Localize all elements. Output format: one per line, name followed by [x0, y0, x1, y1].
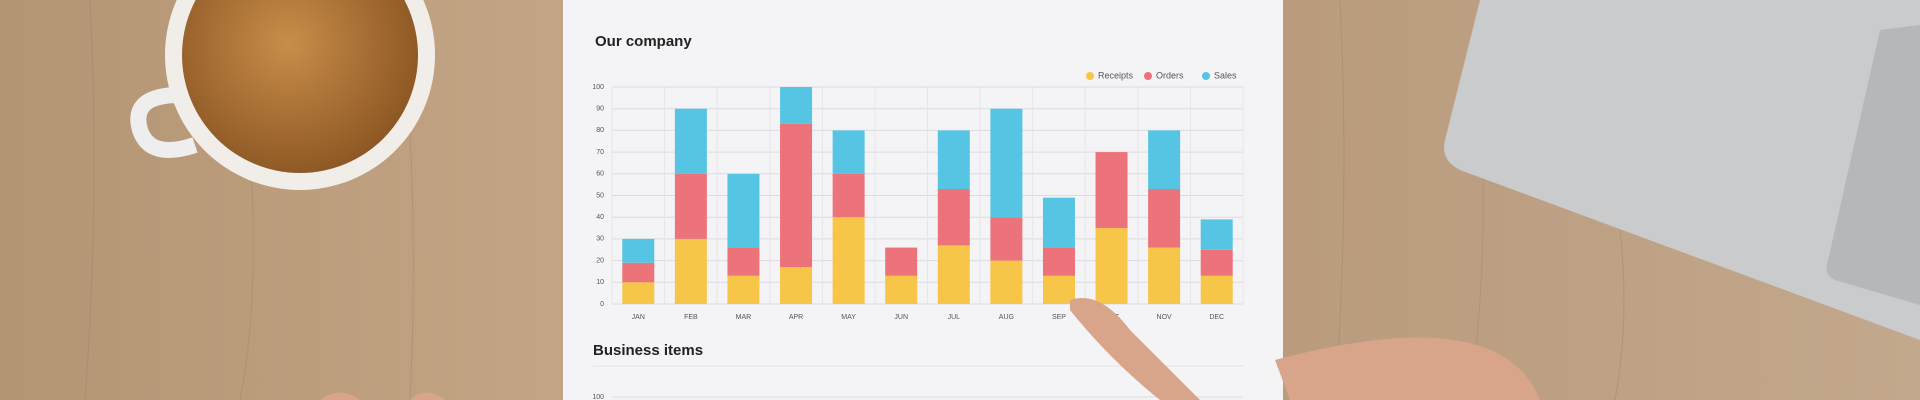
hand	[1070, 298, 1540, 400]
bar-segment	[1200, 275, 1233, 304]
bar-segment	[727, 275, 760, 304]
bar-segment	[990, 217, 1023, 261]
bar-segment	[885, 275, 918, 304]
bar-segment	[990, 260, 1023, 304]
y-tick-label: 10	[596, 279, 604, 286]
legend-swatch	[1144, 72, 1152, 80]
bar-segment	[780, 87, 813, 124]
bar-segment	[832, 217, 865, 304]
y-tick-label: 30	[596, 236, 604, 243]
x-tick-label: JUN	[894, 314, 908, 321]
bar-segment	[832, 130, 865, 174]
bar-segment	[622, 282, 655, 304]
bar-segment	[780, 267, 813, 304]
bar-segment	[674, 238, 707, 304]
y-tick-label: 40	[596, 214, 604, 221]
bar-segment	[727, 173, 760, 248]
coffee-cup	[130, 0, 435, 190]
bar-segment	[885, 247, 918, 276]
x-tick-label: AUG	[999, 314, 1014, 321]
chart-title: Business items	[593, 342, 703, 359]
bar-segment	[1148, 130, 1181, 189]
legend-swatch	[1086, 72, 1094, 80]
x-tick-label: APR	[789, 314, 803, 321]
y-tick-label: 20	[596, 257, 604, 264]
bar-segment	[622, 262, 655, 283]
y-tick-label: 100	[592, 84, 604, 91]
y-tick-label: 80	[596, 127, 604, 134]
bar-segment	[1042, 247, 1075, 276]
x-tick-label: JAN	[632, 314, 645, 321]
bar-segment	[1042, 275, 1075, 304]
x-tick-label: FEB	[684, 314, 698, 321]
x-tick-label: MAR	[736, 314, 752, 321]
x-tick-label: JUL	[948, 314, 961, 321]
x-tick-label: NOV	[1157, 314, 1173, 321]
bar-segment	[990, 108, 1023, 218]
laptop	[1444, 0, 1920, 340]
bar-segment	[1148, 247, 1181, 304]
bar-segment	[1200, 249, 1233, 276]
legend-label: Sales	[1214, 70, 1237, 80]
y-tick-label: 90	[596, 106, 604, 113]
bar-segment	[780, 123, 813, 268]
y-tick-label: 60	[596, 171, 604, 178]
bar-segment	[937, 130, 970, 189]
legend-label: Orders	[1156, 70, 1184, 80]
bar-segment	[674, 108, 707, 174]
bar-segment	[1200, 219, 1233, 250]
chart-title: Our company	[595, 33, 692, 50]
x-tick-label: MAY	[841, 314, 856, 321]
bar-segment	[727, 247, 760, 276]
x-tick-label: DEC	[1209, 314, 1224, 321]
legend-label: Receipts	[1098, 70, 1134, 80]
bar-segment	[937, 188, 970, 246]
bar-segment	[1095, 152, 1128, 229]
bar-segment	[1095, 228, 1128, 304]
bar-segment	[937, 245, 970, 304]
y-tick-label: 70	[596, 149, 604, 156]
legend-swatch	[1202, 72, 1210, 80]
bar-segment	[674, 173, 707, 239]
y-tick-label: 0	[600, 301, 604, 308]
x-tick-label: SEP	[1052, 314, 1066, 321]
chart: Our company 0 10 20 30 40 50 60 70 80 90 100 JAN FEB M…	[592, 33, 1244, 400]
bar-segment	[1148, 188, 1181, 248]
bar-segment	[622, 238, 655, 263]
y-tick-label: 100	[592, 394, 604, 400]
bar-segment	[832, 173, 865, 218]
bar-segment	[1042, 197, 1075, 248]
y-tick-label: 50	[596, 192, 604, 199]
fingers	[320, 392, 445, 400]
